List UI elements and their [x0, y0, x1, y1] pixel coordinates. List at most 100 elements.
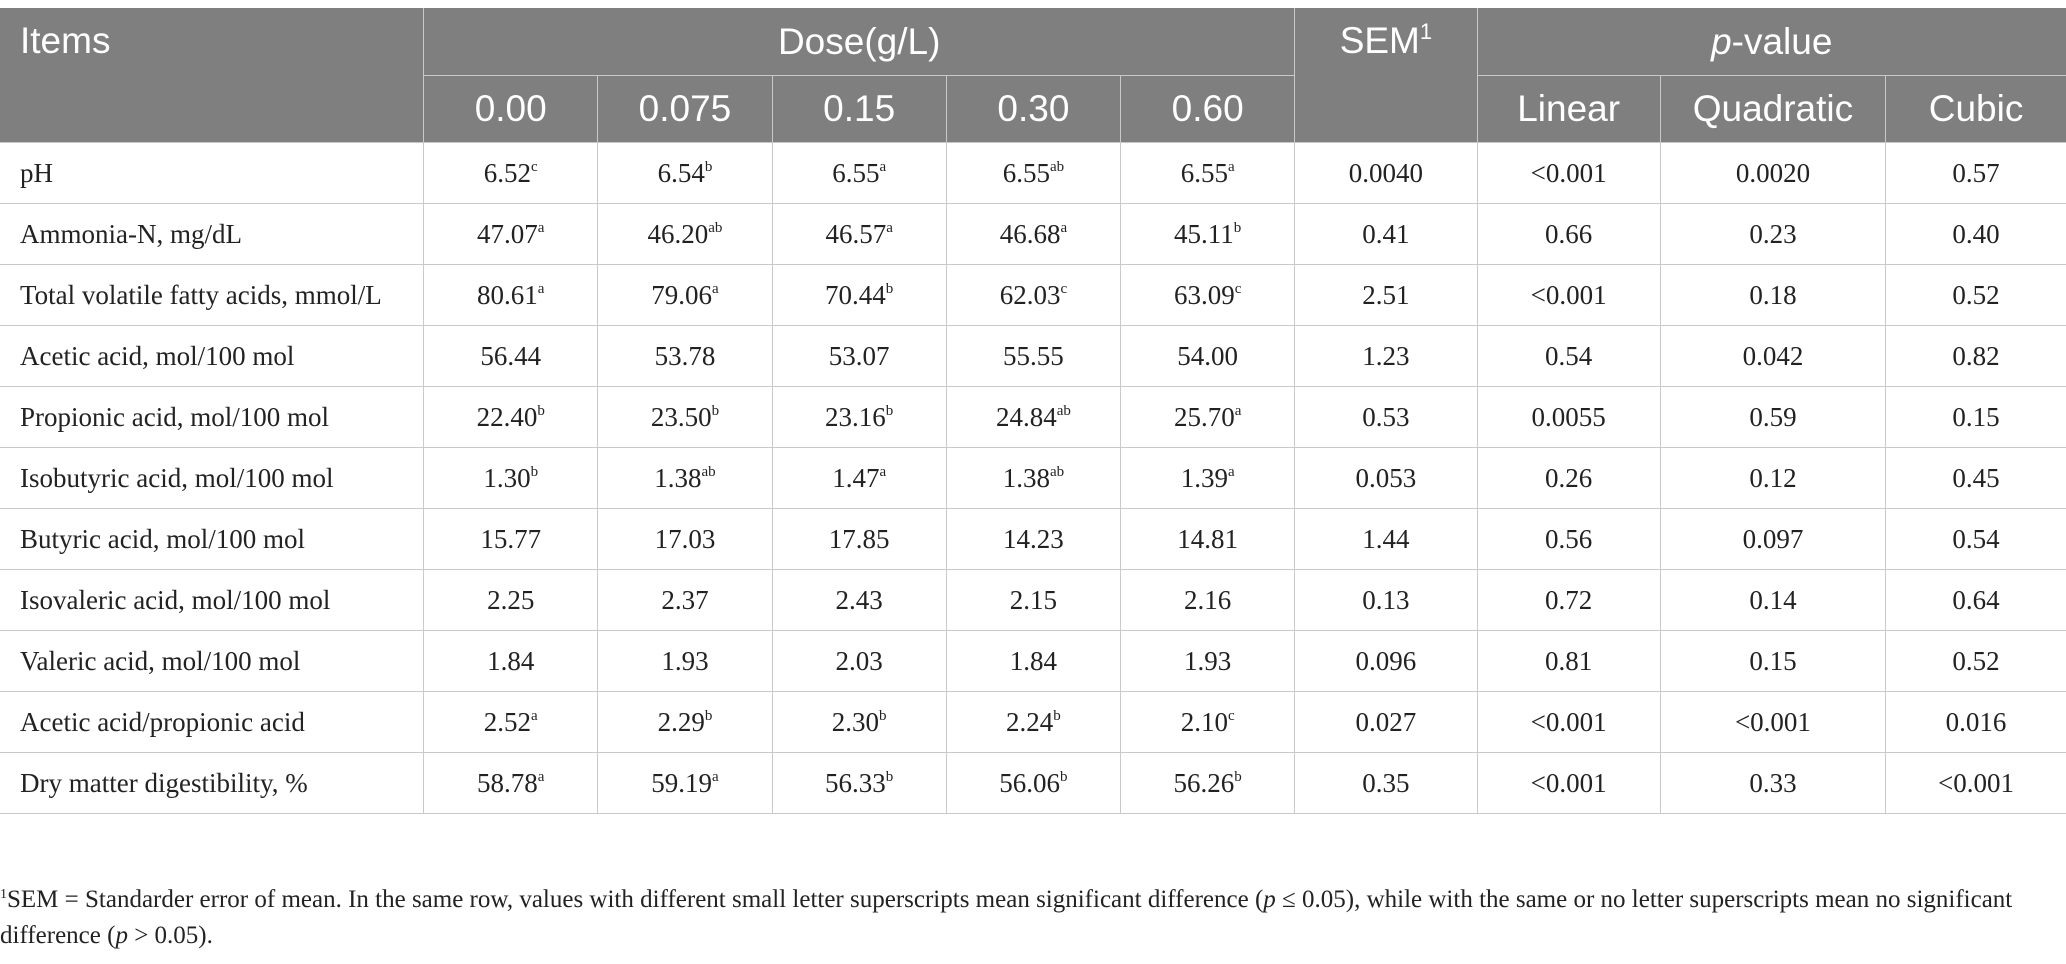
significance-superscript: a: [537, 280, 545, 297]
dose-value-cell: 23.16b: [772, 386, 947, 448]
significance-superscript: a: [1060, 219, 1068, 236]
results-table-container: Items Dose(g/L) SEM1 p-value 0.00 0.075 …: [0, 8, 2066, 814]
row-item-label: Isovaleric acid, mol/100 mol: [0, 569, 425, 631]
linear-pvalue: <0.001: [1477, 752, 1661, 814]
header-linear: Linear: [1477, 75, 1661, 143]
header-dose-3: 0.30: [946, 75, 1122, 143]
dose-value: 45.11: [1174, 218, 1234, 249]
dose-value-cell: 1.38ab: [597, 447, 773, 509]
header-dose-label: Dose(g/L): [777, 20, 941, 62]
sem-value: 0.027: [1294, 691, 1478, 753]
row-item-label: Ammonia-N, mg/dL: [0, 203, 425, 265]
dose-value: 54.00: [1177, 340, 1239, 371]
dose-value: 2.16: [1184, 584, 1232, 615]
significance-superscript: b: [711, 402, 720, 419]
significance-superscript: a: [879, 158, 887, 175]
dose-value-cell: 80.61a: [423, 264, 599, 326]
dose-value: 1.84: [1009, 645, 1058, 676]
dose-value-cell: 2.03: [772, 630, 947, 692]
linear-pvalue: 0.26: [1477, 447, 1661, 509]
sem-value: 0.35: [1294, 752, 1478, 814]
sem-value: 0.41: [1294, 203, 1478, 265]
dose-value-cell: 2.37: [597, 569, 773, 631]
dose-value: 6.52: [483, 157, 531, 188]
linear-pvalue: 0.72: [1477, 569, 1661, 631]
dose-value-cell: 46.68a: [946, 203, 1122, 265]
dose-value: 2.03: [835, 645, 883, 676]
significance-superscript: ab: [1049, 158, 1065, 175]
dose-value-cell: 2.52a: [423, 691, 599, 753]
dose-value: 2.24: [1006, 706, 1054, 737]
quadratic-pvalue: 0.097: [1660, 508, 1887, 570]
significance-superscript: b: [530, 463, 539, 480]
dose-value: 1.39: [1180, 462, 1228, 493]
dose-value: 6.55: [1002, 157, 1050, 188]
dose-value-cell: 2.43: [772, 569, 947, 631]
dose-value-cell: 1.93: [597, 630, 773, 692]
sem-value: 1.23: [1294, 325, 1478, 387]
dose-value: 56.44: [480, 340, 542, 371]
header-pvalue-p: p: [1711, 20, 1732, 62]
table-body: pH 6.52c 6.54b 6.55a 6.55ab 6.55a 0.0040 <0.001…: [0, 142, 2066, 814]
significance-superscript: ab: [1049, 463, 1065, 480]
dose-value: 23.50: [650, 401, 712, 432]
quadratic-pvalue: 0.12: [1660, 447, 1887, 509]
dose-value-cell: 22.40b: [423, 386, 599, 448]
header-dose-4: 0.60: [1120, 75, 1296, 143]
dose-value-cell: 2.30b: [772, 691, 947, 753]
significance-superscript: a: [879, 463, 887, 480]
dose-value: 1.30: [483, 462, 531, 493]
dose-value: 58.78: [477, 767, 538, 798]
dose-value: 2.37: [661, 584, 709, 615]
header-dose: Dose(g/L): [423, 8, 1296, 76]
quadratic-pvalue: 0.18: [1660, 264, 1887, 326]
dose-value: 2.52: [483, 706, 531, 737]
row-item-label: Acetic acid, mol/100 mol: [0, 325, 425, 387]
dose-value: 70.44: [825, 279, 886, 310]
header-items-label: Items: [20, 20, 111, 61]
dose-value-cell: 56.26b: [1120, 752, 1296, 814]
significance-superscript: ab: [708, 219, 723, 236]
dose-value-cell: 14.23: [946, 508, 1122, 570]
footnote-text-2: ≤ 0.05), while with the same or no lette…: [0, 886, 2013, 949]
quadratic-pvalue: 0.33: [1660, 752, 1887, 814]
dose-value: 17.85: [828, 523, 890, 554]
table-row: Butyric acid, mol/100 mol 15.77 17.03 17.85…: [0, 508, 2066, 570]
dose-value-cell: 54.00: [1120, 325, 1296, 387]
linear-pvalue: 0.66: [1477, 203, 1661, 265]
linear-pvalue: 0.81: [1477, 630, 1661, 692]
header-row-bottom: 0.00 0.075 0.15 0.30 0.60 Linear Quadrat…: [0, 75, 2066, 143]
dose-value-cell: 6.55ab: [946, 142, 1122, 204]
significance-superscript: b: [704, 707, 713, 724]
significance-superscript: b: [879, 707, 887, 724]
quadratic-pvalue: 0.0020: [1660, 142, 1887, 204]
dose-value: 2.43: [835, 584, 883, 615]
dose-value-cell: 46.57a: [772, 203, 947, 265]
dose-value: 46.68: [999, 218, 1061, 249]
significance-superscript: b: [1233, 219, 1242, 236]
dose-value: 46.57: [825, 218, 887, 249]
dose-value-cell: 1.84: [946, 630, 1122, 692]
row-item-label: Isobutyric acid, mol/100 mol: [0, 447, 425, 509]
dose-value-cell: 47.07a: [423, 203, 599, 265]
row-item-label: Propionic acid, mol/100 mol: [0, 386, 425, 448]
significance-superscript: ab: [701, 463, 716, 480]
dose-value-cell: 6.52c: [423, 142, 599, 204]
dose-value-cell: 2.29b: [597, 691, 773, 753]
table-row: Isovaleric acid, mol/100 mol 2.25 2.37 2.43…: [0, 569, 2066, 631]
footnote-marker: 1: [0, 887, 7, 902]
dose-value-cell: 56.06b: [946, 752, 1122, 814]
cubic-pvalue: 0.45: [1885, 447, 2066, 509]
dose-value: 56.26: [1173, 767, 1235, 798]
dose-value-cell: 2.25: [423, 569, 599, 631]
header-dose-2: 0.15: [772, 75, 947, 143]
dose-value: 15.77: [480, 523, 542, 554]
dose-value-cell: 56.33b: [772, 752, 947, 814]
header-dose-1: 0.075: [597, 75, 773, 143]
dose-value-cell: 63.09c: [1120, 264, 1296, 326]
table-row: Isobutyric acid, mol/100 mol 1.30b 1.38ab 1…: [0, 447, 2066, 509]
linear-pvalue: 0.0055: [1477, 386, 1661, 448]
significance-superscript: a: [537, 219, 545, 236]
dose-value-cell: 70.44b: [772, 264, 947, 326]
quadratic-pvalue: 0.15: [1660, 630, 1887, 692]
